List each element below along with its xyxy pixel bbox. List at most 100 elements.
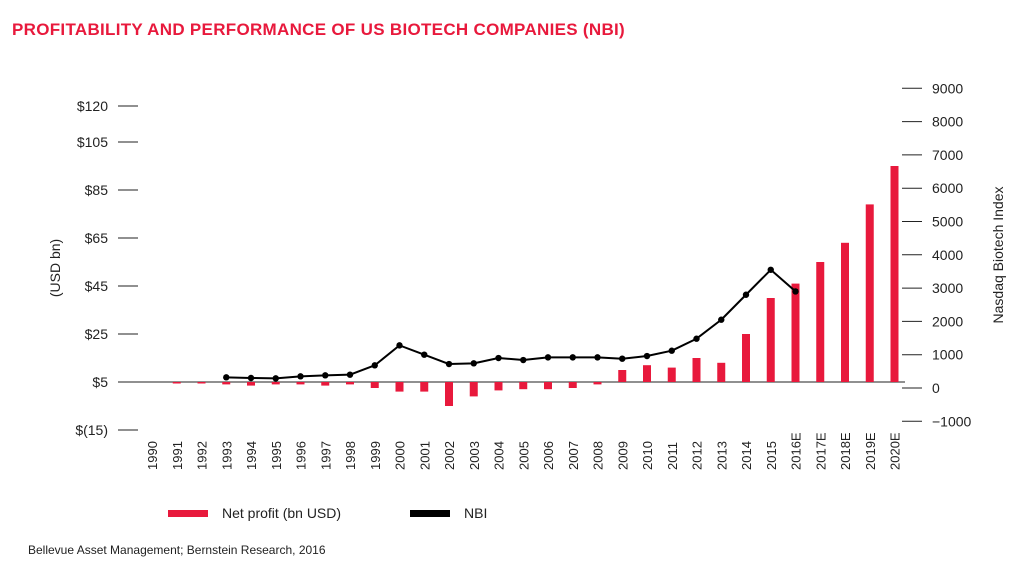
legend-swatch-net-profit: [168, 510, 208, 517]
bar-2013: [717, 362, 726, 382]
nbi-point-2000: [396, 342, 403, 349]
bar-2016E: [791, 283, 800, 382]
x-tick-label: 2016E: [789, 432, 804, 470]
nbi-point-2007: [569, 354, 576, 361]
legend-label-net-profit: Net profit (bn USD): [222, 505, 341, 521]
right-axis-tick-label: 6000: [932, 180, 963, 196]
nbi-point-2012: [693, 335, 700, 342]
bar-2010: [643, 365, 651, 382]
x-tick-label: 2006: [541, 441, 556, 470]
x-tick-label: 2012: [690, 441, 705, 470]
y-axis-left-label: (USD bn): [47, 239, 63, 297]
bar-2019E: [865, 204, 874, 382]
x-tick-label: 2009: [615, 441, 630, 470]
nbi-point-1999: [371, 362, 378, 369]
right-axis-tick-label: 3000: [932, 280, 963, 296]
bar-2004: [494, 382, 503, 391]
x-tick-label: 2013: [714, 441, 729, 470]
left-axis-tick-label: $25: [85, 326, 109, 342]
bar-1993: [222, 382, 231, 385]
x-tick-label: 2007: [566, 441, 581, 470]
x-tick-label: 1995: [269, 441, 284, 470]
x-tick-label: 2003: [467, 441, 482, 470]
left-axis-tick-label: $120: [77, 98, 108, 114]
right-axis: 9000 8000 7000 6000 5000 4000 3000 2000 1000 0 −10…: [902, 80, 972, 429]
x-tick-label: 2018E: [838, 432, 853, 470]
bar-1996: [296, 382, 305, 385]
x-tick-label: 2001: [417, 441, 432, 470]
left-axis-tick-label: $(15): [75, 422, 108, 438]
nbi-point-2003: [470, 360, 477, 367]
bar-2012: [692, 358, 701, 382]
x-tick-label: 1999: [368, 441, 383, 470]
nbi-point-1996: [297, 373, 304, 380]
bar-1999: [370, 382, 379, 388]
x-tick-label: 2008: [591, 441, 606, 470]
bar-2005: [519, 382, 528, 390]
nbi-point-1997: [322, 372, 329, 379]
nbi-point-2004: [495, 354, 502, 362]
right-axis-tick-label: 9000: [932, 80, 963, 96]
source-note: Bellevue Asset Management; Bernstein Res…: [28, 543, 326, 557]
nbi-point-2008: [594, 354, 601, 361]
x-tick-label: 1997: [318, 441, 333, 470]
bar-2018E: [841, 242, 849, 382]
x-tick-label: 2000: [393, 441, 408, 470]
nbi-point-2015: [767, 266, 774, 273]
bar-2015: [766, 298, 775, 382]
x-tick-label: 1990: [145, 441, 160, 470]
x-tick-label: 2014: [739, 441, 754, 470]
bar-1994: [247, 382, 255, 386]
legend-swatch-nbi: [410, 510, 450, 517]
nbi-point-1994: [247, 374, 255, 382]
bar-2007: [568, 382, 577, 388]
left-axis: $120 $105 $85 $65 $45 $25 $5 $(15): [75, 98, 138, 438]
x-tick-label: 1994: [244, 441, 259, 470]
nbi-point-1995: [272, 375, 279, 382]
x-axis: 1990 1991 1992 1993 1994 1995 1996 1997 1998 1999…: [145, 432, 903, 470]
left-axis-tick-label: $65: [85, 230, 109, 246]
y-axis-right-label: Nasdaq Biotech Index: [990, 187, 1006, 324]
x-tick-label: 2017E: [813, 432, 828, 470]
nbi-point-2009: [619, 355, 626, 362]
left-axis-tick-label: $5: [92, 374, 108, 390]
legend: Net profit (bn USD) NBI: [168, 505, 487, 521]
bar-2011: [667, 367, 676, 382]
nbi-line-series: [223, 266, 799, 382]
bar-2000: [395, 382, 404, 392]
nbi-point-1998: [346, 371, 354, 378]
nbi-point-1993: [223, 374, 230, 381]
x-tick-label: 2020E: [888, 432, 903, 470]
x-tick-label: 1992: [195, 441, 210, 470]
x-tick-label: 1993: [219, 441, 234, 470]
nbi-point-2014: [742, 291, 750, 298]
right-axis-tick-label: 8000: [932, 114, 963, 130]
x-tick-label: 2015: [764, 441, 779, 470]
x-tick-label: 1991: [170, 441, 185, 470]
right-axis-tick-label: 0: [932, 380, 940, 396]
legend-label-nbi: NBI: [464, 505, 487, 521]
left-axis-tick-label: $45: [85, 278, 109, 294]
nbi-point-2013: [718, 316, 725, 323]
nbi-line: [226, 268, 797, 380]
bar-1992: [197, 382, 206, 384]
chart-title: PROFITABILITY AND PERFORMANCE OF US BIOT…: [12, 20, 626, 39]
bar-2008: [593, 382, 602, 385]
right-axis-tick-label: 5000: [932, 214, 963, 230]
right-axis-tick-label: 4000: [932, 247, 963, 263]
bar-2002: [445, 382, 453, 406]
nbi-point-2005: [520, 356, 527, 364]
x-tick-label: 1998: [343, 441, 358, 470]
x-tick-label: 2004: [492, 441, 507, 470]
nbi-point-2016E: [792, 288, 799, 295]
right-axis-tick-label: 7000: [932, 147, 963, 163]
nbi-point-2011: [668, 347, 675, 354]
right-axis-tick-label: 2000: [932, 313, 963, 329]
x-tick-label: 2011: [665, 442, 680, 470]
x-tick-label: 2010: [640, 441, 655, 470]
bar-2014: [742, 334, 750, 382]
bar-1991: [172, 382, 181, 384]
right-axis-tick-label: 1000: [932, 347, 963, 363]
left-axis-tick-label: $105: [77, 134, 108, 150]
